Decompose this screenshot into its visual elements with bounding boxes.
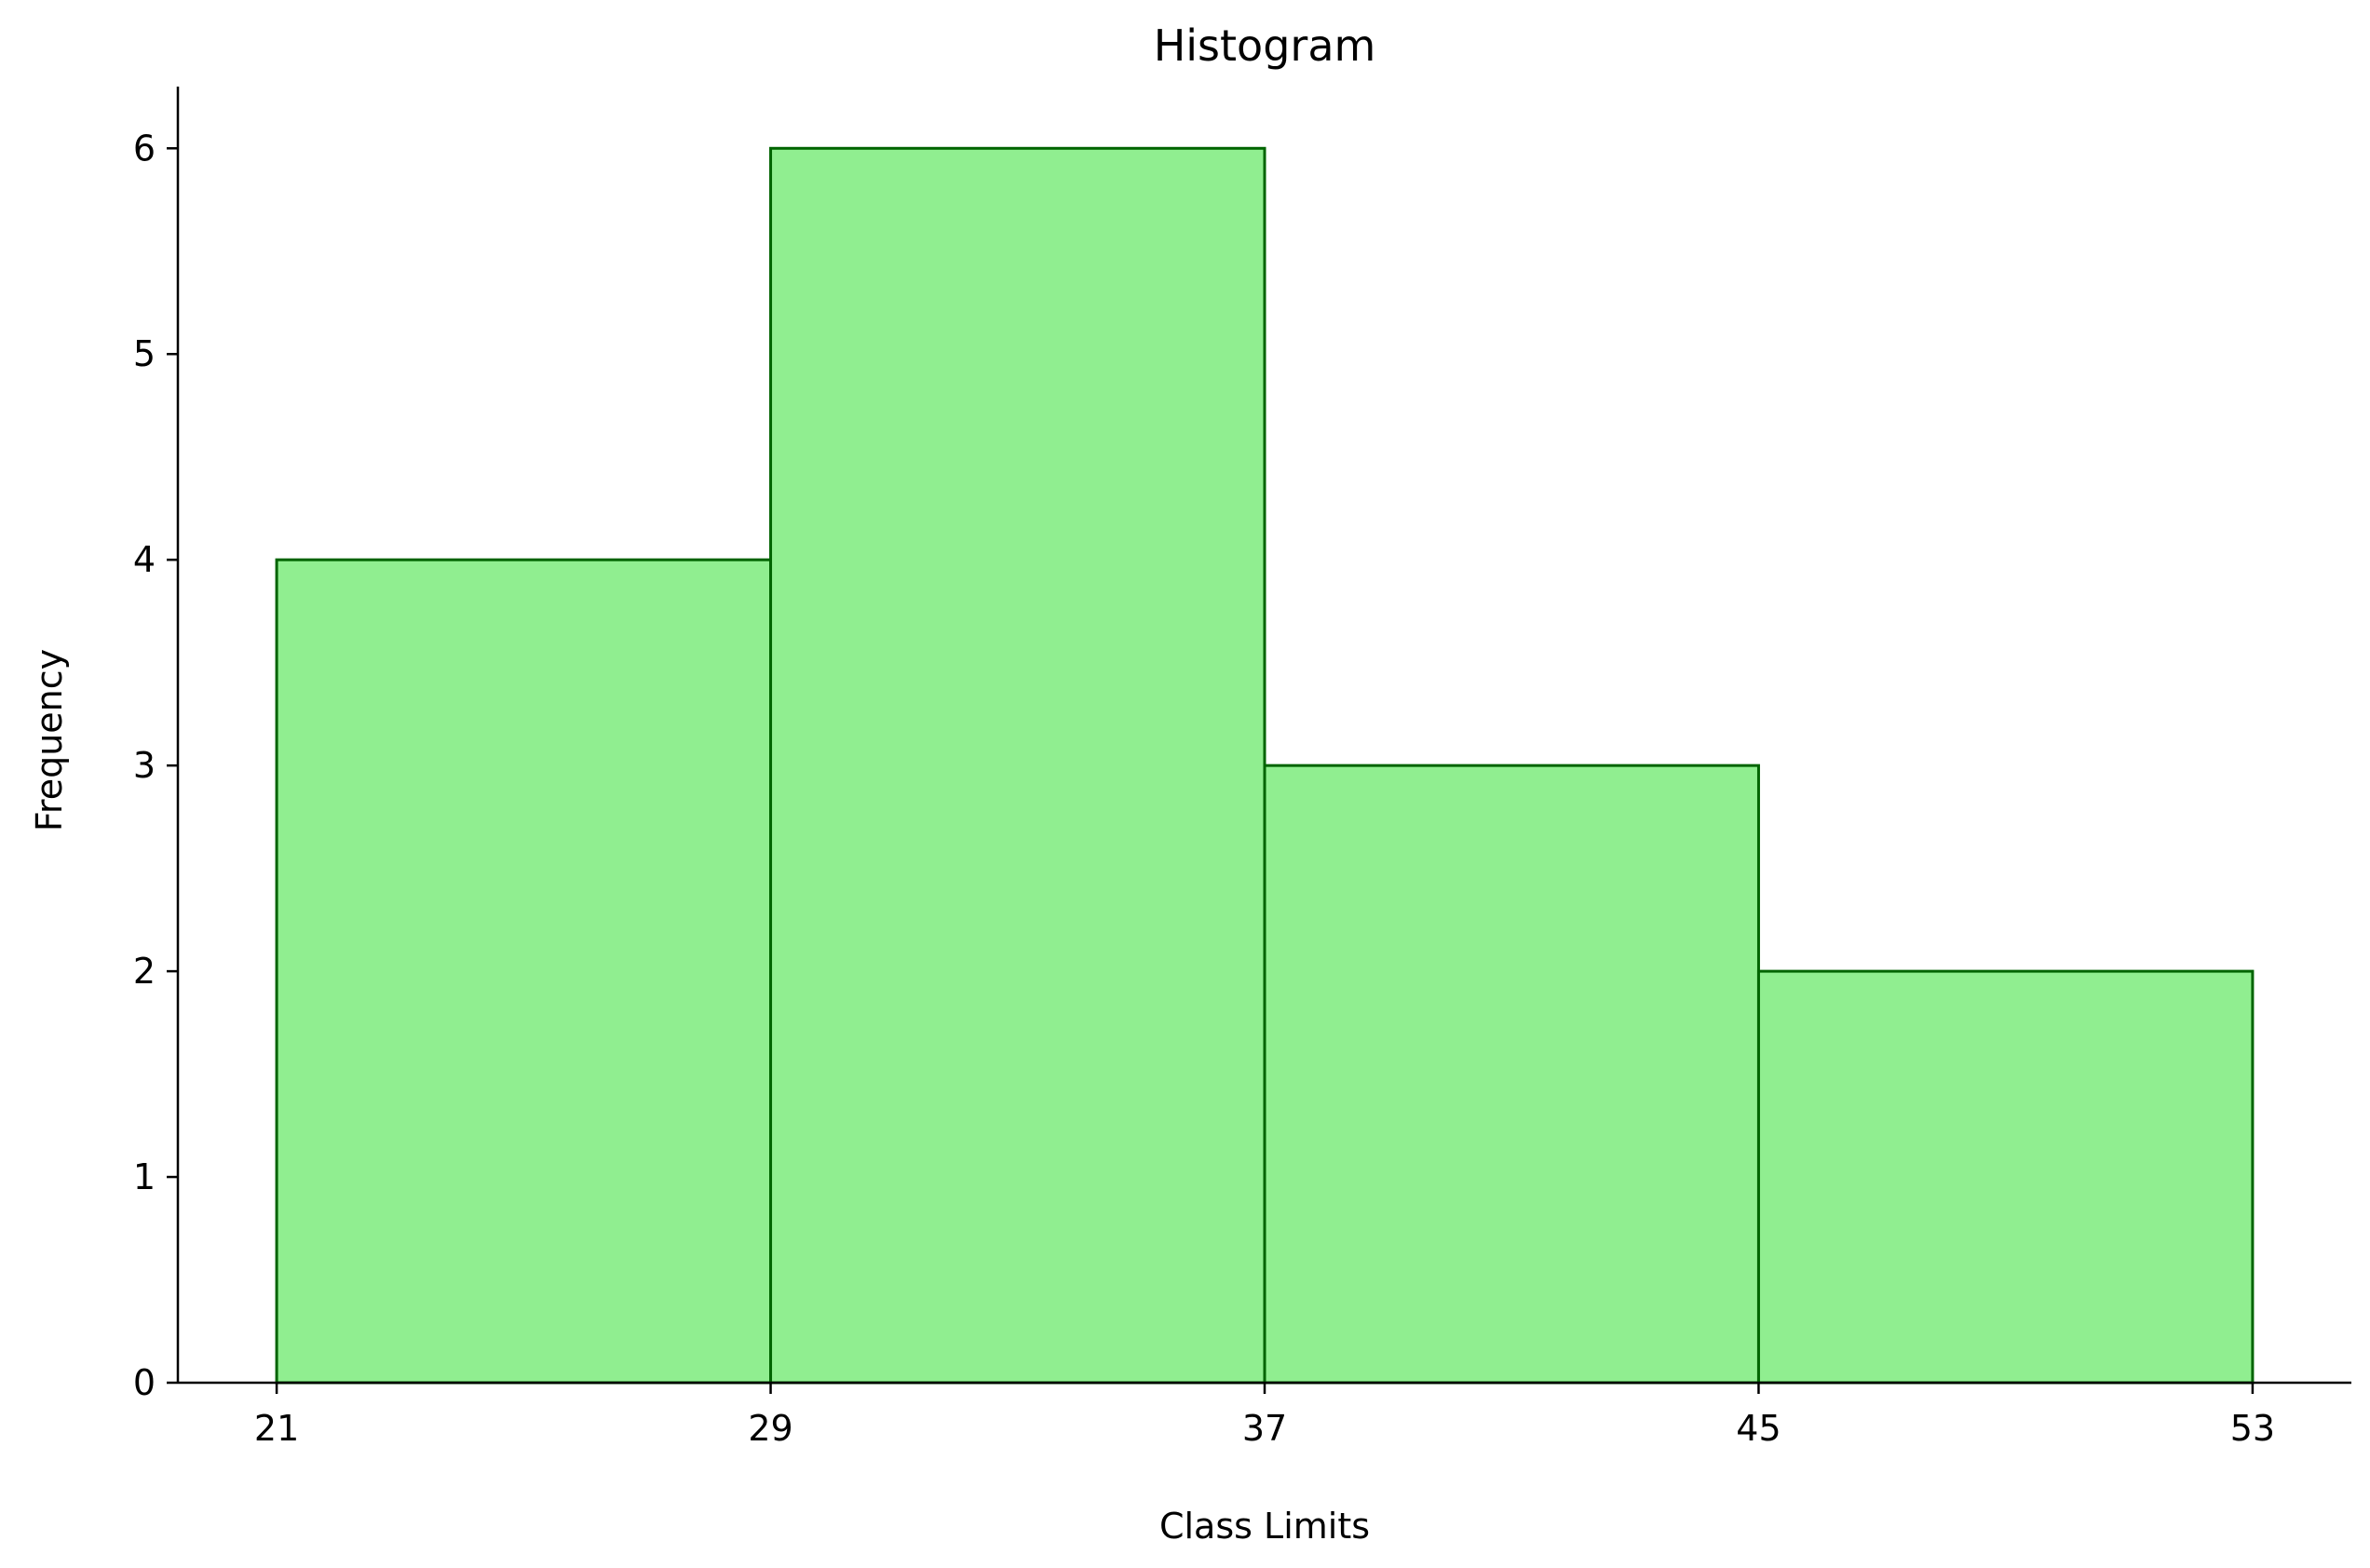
x-tick-label: 37 xyxy=(1242,1408,1287,1449)
x-tick-label: 53 xyxy=(2230,1408,2275,1449)
y-tick-label: 3 xyxy=(133,745,156,786)
bars-group xyxy=(275,146,2255,1385)
y-tick-label: 6 xyxy=(133,128,156,169)
histogram-bar xyxy=(1756,969,2255,1385)
y-tick-label: 1 xyxy=(133,1156,156,1197)
x-axis-label: Class Limits xyxy=(1159,1506,1370,1547)
histogram-bar xyxy=(275,558,773,1385)
x-tick-label: 45 xyxy=(1736,1408,1781,1449)
y-axis-label: Frequency xyxy=(29,649,70,831)
histogram-bar xyxy=(769,146,1266,1385)
y-tick-label: 5 xyxy=(133,333,156,374)
y-tick-label: 0 xyxy=(133,1362,156,1403)
y-tick-label: 4 xyxy=(133,539,156,580)
histogram-bar xyxy=(1263,764,1760,1385)
x-tick-label: 21 xyxy=(254,1408,299,1449)
x-tick-label: 29 xyxy=(748,1408,792,1449)
chart-title: Histogram xyxy=(1154,20,1376,71)
y-tick-label: 2 xyxy=(133,951,156,992)
